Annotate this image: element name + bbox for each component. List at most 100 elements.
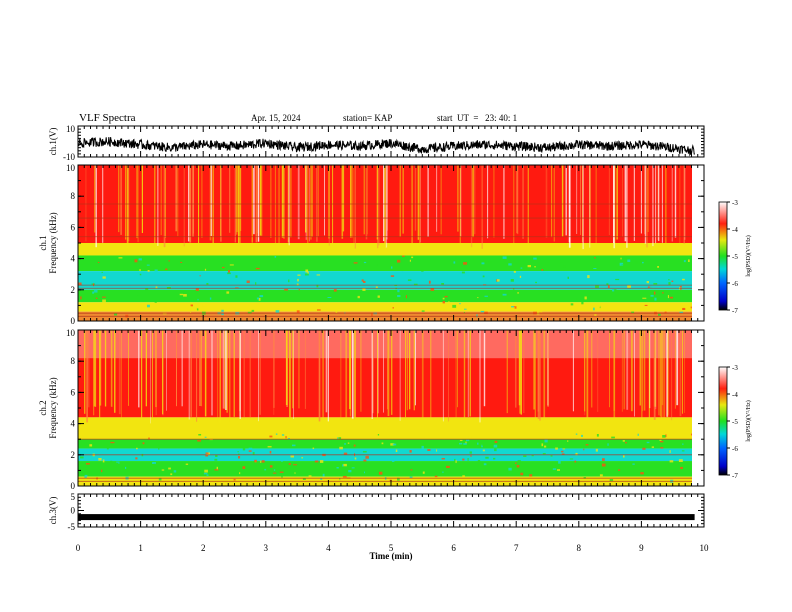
spectro-speckle (214, 458, 218, 461)
ch1-waveform-line (77, 137, 696, 157)
spectro-streak (660, 330, 663, 423)
spectro-streak (537, 330, 540, 419)
spectro-speckle (409, 259, 411, 262)
spectro-speckle (513, 306, 517, 309)
spectro-speckle (672, 454, 676, 457)
spectro-speckle (275, 433, 278, 435)
spectro-streak (383, 330, 384, 413)
spectro-streak (589, 165, 591, 248)
spectro-speckle (209, 297, 212, 300)
spectro-speckle (515, 462, 517, 465)
spectro-speckle (242, 447, 246, 451)
spectro-streak (273, 330, 275, 408)
spectro-speckle (555, 447, 558, 450)
spectro-speckle (411, 256, 414, 259)
spectro-speckle (531, 455, 534, 457)
spectro-streak (120, 165, 122, 235)
spectro-speckle (205, 455, 209, 457)
spectro-streak (641, 330, 643, 423)
spectrogram-layer (78, 165, 704, 486)
spectro-streak (387, 330, 388, 410)
spectro-streak (93, 330, 95, 416)
spectro-speckle (173, 470, 177, 473)
spectro-speckle (377, 295, 380, 298)
spectro-streak (183, 165, 185, 247)
spectro-streak (162, 330, 164, 415)
spectro-speckle (620, 257, 622, 260)
spectro-speckle (168, 260, 170, 262)
spectro-speckle (301, 457, 303, 459)
spectro-speckle (261, 460, 265, 463)
spectro-speckle (274, 256, 277, 258)
spectro-speckle (294, 472, 296, 474)
spectro-speckle (508, 263, 512, 266)
spectro-speckle (664, 311, 667, 314)
spectro-speckle (158, 477, 162, 481)
spectro-speckle (92, 291, 95, 294)
spectro-speckle (623, 455, 625, 458)
spectro-streak (472, 165, 474, 238)
spectro-streak (200, 330, 202, 407)
spectro-speckle (512, 288, 515, 290)
spectro-speckle (224, 459, 226, 461)
spectro-speckle (540, 311, 543, 313)
spectro-streak (332, 165, 334, 246)
spectro-speckle (135, 457, 138, 460)
spectro-streak (104, 330, 107, 407)
spectro-speckle (343, 463, 347, 467)
spectro-speckle (576, 297, 578, 301)
spectro-speckle (552, 468, 557, 470)
spectro-speckle (492, 295, 494, 297)
spectro-streak (220, 165, 222, 236)
spectro-streak (340, 330, 342, 421)
spectro-speckle (655, 276, 659, 279)
spectro-streak (442, 330, 444, 422)
spectro-streak (305, 165, 307, 233)
spectro-speckle (102, 299, 106, 303)
y-tick-label: -5 (68, 522, 76, 532)
spectro-streak (609, 330, 610, 408)
spectro-speckle (581, 434, 583, 437)
start-time-label: start UT = 23: 40: 1 (437, 113, 518, 123)
spectro-streak (406, 330, 408, 411)
spectro-speckle (375, 264, 378, 266)
spectro-speckle (207, 456, 209, 458)
spectro-speckle (449, 291, 453, 295)
spectro-speckle (225, 298, 229, 301)
spectro-streak (353, 165, 355, 249)
spectro-speckle (336, 467, 339, 469)
spectro-speckle (476, 314, 478, 318)
spectro-streak (648, 330, 650, 419)
spectro-band (78, 302, 692, 312)
spectro-streak (316, 165, 318, 242)
spectro-speckle (308, 475, 312, 477)
spectro-speckle (493, 298, 495, 302)
spectro-streak (642, 330, 643, 412)
spectro-speckle (467, 458, 469, 461)
x-tick-label: 1 (138, 543, 143, 553)
spectro-streak (177, 165, 179, 237)
spectro-speckle (137, 294, 141, 296)
spectro-streak (278, 165, 280, 247)
spectro-streak (479, 330, 481, 423)
spectro-streak (257, 165, 260, 242)
spectro-streak (160, 165, 162, 236)
spectro-speckle (252, 452, 255, 455)
spectro-streak (614, 330, 616, 419)
spectro-streak (114, 330, 116, 413)
spectro-streak (274, 165, 276, 246)
spectro-speckle (378, 471, 383, 475)
spectro-streak (674, 330, 676, 409)
spectro-speckle (565, 442, 569, 445)
spectro-speckle (273, 469, 276, 471)
spectro-speckle (290, 455, 294, 458)
spectro-streak (137, 165, 139, 243)
spectro-speckle (674, 457, 676, 461)
spectro-speckle (442, 300, 445, 304)
spectro-streak (659, 330, 661, 417)
spectro-streak (679, 165, 681, 246)
spectro-speckle (659, 439, 662, 441)
spectro-speckle (196, 307, 199, 311)
spectro-speckle (496, 471, 499, 474)
